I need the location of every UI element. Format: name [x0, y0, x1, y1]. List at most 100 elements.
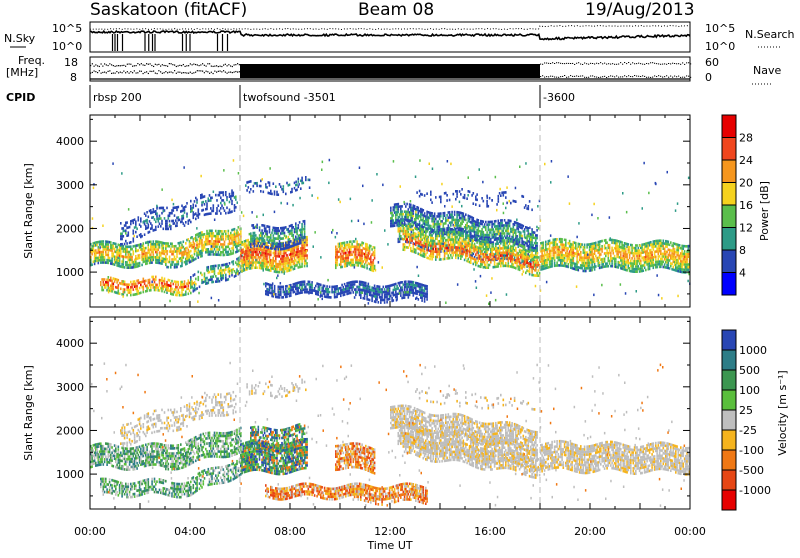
power-cell — [304, 236, 306, 239]
power-cell — [279, 255, 281, 258]
power-cell — [398, 208, 400, 211]
nave-dot — [680, 64, 681, 65]
power-cell — [225, 230, 227, 233]
power-cell — [229, 248, 231, 251]
freq-dot — [141, 71, 142, 72]
power-cell — [268, 246, 270, 249]
power-cell — [259, 226, 261, 229]
power-cell — [213, 204, 215, 207]
power-cell — [370, 245, 372, 248]
freq-dot — [127, 64, 128, 65]
power-cell — [145, 214, 147, 217]
power-cell — [153, 253, 155, 256]
power-cell — [128, 231, 130, 234]
power-cell — [131, 286, 133, 289]
power-cell — [429, 217, 431, 220]
freq-dot — [688, 76, 689, 77]
power-cell — [338, 290, 340, 293]
power-cell — [259, 229, 261, 232]
power-cell — [264, 243, 266, 246]
power-cell — [360, 296, 362, 299]
power-cell — [121, 238, 123, 241]
power-cell — [344, 242, 346, 245]
power-cell — [490, 238, 492, 241]
freq-dot — [181, 65, 182, 66]
power-cell — [233, 263, 235, 266]
power-cell — [301, 231, 303, 234]
power-cell — [225, 274, 227, 277]
power-cell — [113, 245, 115, 248]
power-cell — [290, 269, 292, 272]
power-cell — [169, 261, 171, 264]
power-cell — [500, 237, 502, 240]
power-cell — [451, 228, 453, 231]
power-cell — [291, 191, 293, 194]
freq-dot — [118, 72, 119, 73]
power-cell — [254, 240, 256, 243]
power-cell — [340, 248, 342, 251]
nave-dot — [676, 63, 677, 64]
power-cell — [135, 220, 137, 223]
freq-dot — [148, 73, 149, 74]
freq-dot — [228, 72, 229, 73]
power-cell — [155, 278, 157, 281]
power-cell — [155, 289, 157, 292]
freq-dot — [239, 64, 240, 65]
power-cell — [148, 226, 150, 229]
nave-dot — [564, 63, 565, 64]
power-cell — [300, 187, 302, 190]
power-cell — [536, 250, 538, 253]
power-cell — [506, 242, 508, 245]
power-cell — [231, 200, 233, 203]
freq-dot — [167, 72, 168, 73]
freq-dot — [186, 72, 187, 73]
power-cell — [403, 238, 405, 241]
power-cell — [364, 295, 366, 298]
power-cell — [266, 233, 268, 236]
power-cell — [171, 263, 173, 266]
nave-dot — [562, 63, 563, 64]
power-cell — [413, 212, 415, 215]
beam-title: Beam 08 — [358, 0, 434, 20]
power-cell — [214, 273, 216, 276]
power-cell — [531, 228, 533, 231]
power-cell — [485, 229, 487, 232]
power-cell — [490, 231, 492, 234]
freq-dot — [102, 72, 103, 73]
freq-dot — [125, 72, 126, 73]
freq-dot — [568, 76, 569, 77]
freq-dot — [122, 72, 123, 73]
power-cell — [286, 254, 288, 257]
nave-dot — [602, 63, 603, 64]
nave-dot — [612, 63, 613, 64]
power-cell — [474, 238, 476, 241]
power-cell — [384, 299, 386, 302]
power-cell — [135, 283, 137, 286]
power-cell — [503, 237, 505, 240]
power-cell — [274, 290, 276, 293]
power-cell — [378, 301, 380, 304]
power-cell — [156, 251, 158, 254]
power-cell — [355, 253, 357, 256]
power-cell — [104, 278, 106, 281]
power-cell — [263, 237, 265, 240]
power-cell — [171, 280, 173, 283]
power-cell — [304, 280, 306, 283]
power-cell — [431, 212, 433, 215]
power-cell — [305, 260, 307, 263]
power-cell — [204, 195, 206, 198]
freq-dot — [108, 65, 109, 66]
power-cell — [221, 204, 223, 207]
power-cell — [345, 252, 347, 255]
nave-dot — [620, 62, 621, 63]
power-cell — [393, 214, 395, 217]
power-cell — [206, 230, 208, 233]
power-cell — [428, 222, 430, 225]
power-cell — [224, 243, 226, 246]
power-cell — [375, 295, 377, 298]
power-cell — [359, 246, 361, 249]
power-cell — [356, 291, 358, 294]
power-cell — [489, 243, 491, 246]
power-cell — [165, 260, 167, 263]
power-cell — [350, 251, 352, 254]
